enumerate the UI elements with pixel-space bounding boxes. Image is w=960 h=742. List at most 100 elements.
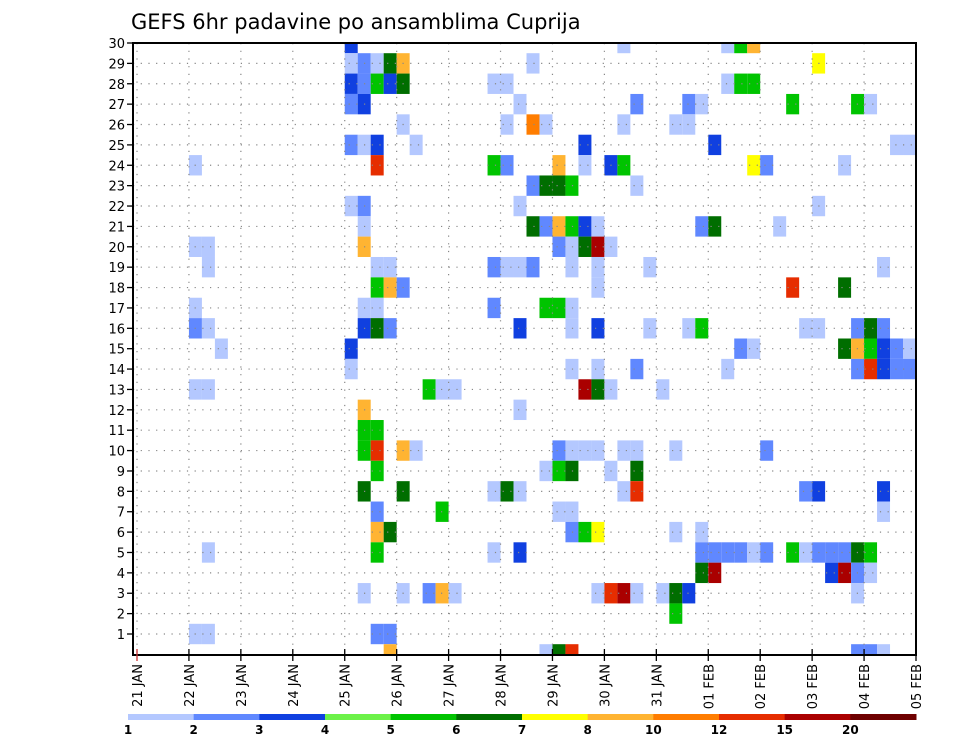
heatmap-cell xyxy=(578,155,592,176)
heatmap-cell xyxy=(500,114,514,135)
heatmap-cell xyxy=(448,583,462,604)
heatmap-cell xyxy=(591,440,605,461)
colorbar-label: 7 xyxy=(518,723,526,737)
y-tick-label: 19 xyxy=(108,261,125,276)
heatmap-cell xyxy=(422,379,436,400)
x-tick-label: 21 JAN xyxy=(131,664,146,707)
heatmap-cell xyxy=(370,256,384,278)
heatmap-cell xyxy=(422,583,436,604)
heatmap-cell xyxy=(552,440,566,461)
heatmap-cell xyxy=(370,155,384,176)
colorbar-swatch xyxy=(719,714,786,720)
heatmap-cell xyxy=(903,338,916,359)
colorbar-label: 20 xyxy=(842,723,859,737)
heatmap-cell xyxy=(487,155,501,176)
colorbar-label: 8 xyxy=(583,723,591,737)
x-tick-label: 29 JAN xyxy=(546,664,561,707)
y-tick-label: 26 xyxy=(108,119,125,134)
x-tick-label: 27 JAN xyxy=(443,664,458,707)
heatmap-cell xyxy=(201,623,215,645)
heatmap-cell xyxy=(617,155,631,176)
heatmap-cell xyxy=(786,93,800,115)
colorbar-label: 10 xyxy=(645,723,662,737)
heatmap-cell xyxy=(383,318,397,339)
heatmap-cell xyxy=(370,277,384,298)
x-axis: 21 JAN 22 JAN 23 JAN 24 JAN 25 JAN 26 JAN 27 J… xyxy=(131,649,925,709)
y-tick-label: 15 xyxy=(108,343,125,358)
colorbar-swatch xyxy=(653,714,720,720)
heatmap-cell xyxy=(201,236,215,257)
heatmap-cell xyxy=(734,338,748,359)
heatmap-cell xyxy=(864,644,878,655)
heatmap-cell xyxy=(370,53,384,74)
colorbar-swatch xyxy=(193,714,260,720)
heatmap-cell xyxy=(526,53,540,74)
y-tick-label: 6 xyxy=(117,526,125,541)
heatmap-cell xyxy=(370,501,384,522)
heatmap-cell xyxy=(630,481,644,502)
heatmap-cell xyxy=(578,440,592,461)
heatmap-cell xyxy=(383,644,397,655)
heatmap-cell xyxy=(552,236,566,257)
heatmap-cell xyxy=(344,93,358,115)
heatmap-cell xyxy=(539,460,553,482)
heatmap-cell xyxy=(799,318,813,339)
heatmap-cell xyxy=(578,134,592,156)
y-tick-label: 25 xyxy=(108,139,125,154)
heatmap-cell xyxy=(773,216,787,237)
heatmap-cell xyxy=(630,358,644,380)
heatmap-cell xyxy=(864,562,878,584)
heatmap-cell xyxy=(591,256,605,278)
heatmap-cell xyxy=(734,43,748,54)
y-tick-label: 1 xyxy=(117,628,125,643)
heatmap-cell xyxy=(799,542,813,563)
heatmap-cell xyxy=(617,114,631,135)
heatmap-cell xyxy=(448,379,462,400)
heatmap-cell xyxy=(370,297,384,319)
x-tick-label: 22 JAN xyxy=(183,664,198,707)
x-tick-label: 23 JAN xyxy=(235,664,250,707)
heatmap-cell xyxy=(695,216,709,237)
heatmap-cell xyxy=(890,358,904,380)
x-tick-label: 24 JAN xyxy=(287,664,302,707)
heatmap-cell xyxy=(513,93,527,115)
heatmap-cell xyxy=(552,155,566,176)
heatmap-cell xyxy=(695,318,709,339)
y-tick-label: 2 xyxy=(117,608,125,623)
y-tick-label: 23 xyxy=(108,180,125,195)
heatmap-cell xyxy=(344,53,358,74)
heatmap-cell xyxy=(201,256,215,278)
colorbar-swatch xyxy=(850,714,917,720)
heatmap-cell xyxy=(370,623,384,645)
heatmap-cell xyxy=(747,542,761,563)
heatmap-cell xyxy=(864,338,878,359)
colorbar-swatch xyxy=(784,714,851,720)
colorbar-swatch xyxy=(259,714,326,720)
heatmap-cell xyxy=(487,481,501,502)
heatmap-cell xyxy=(370,73,384,94)
colorbar-label: 1 xyxy=(124,723,132,737)
heatmap-cell xyxy=(851,644,865,655)
y-tick-label: 10 xyxy=(108,445,125,460)
heatmap-cell xyxy=(539,297,553,319)
heatmap-cell xyxy=(630,583,644,604)
heatmap-cell xyxy=(877,481,891,502)
heatmap-cell xyxy=(617,583,631,604)
heatmap-cell xyxy=(201,379,215,400)
heatmap-cell xyxy=(344,73,358,94)
heatmap-cell xyxy=(877,338,891,359)
heatmap-cell xyxy=(552,644,566,655)
heatmap-cell xyxy=(669,583,683,604)
heatmap-cell xyxy=(669,440,683,461)
heatmap-cell xyxy=(578,521,592,543)
heatmap-cell xyxy=(838,338,852,359)
colorbar-swatch xyxy=(390,714,457,720)
heatmap-cell xyxy=(500,481,514,502)
heatmap-cell xyxy=(370,521,384,543)
y-tick-label: 20 xyxy=(108,241,125,256)
heatmap-cell xyxy=(539,114,553,135)
heatmap-cell xyxy=(552,460,566,482)
heatmap-cell xyxy=(747,73,761,94)
heatmap-cell xyxy=(591,318,605,339)
